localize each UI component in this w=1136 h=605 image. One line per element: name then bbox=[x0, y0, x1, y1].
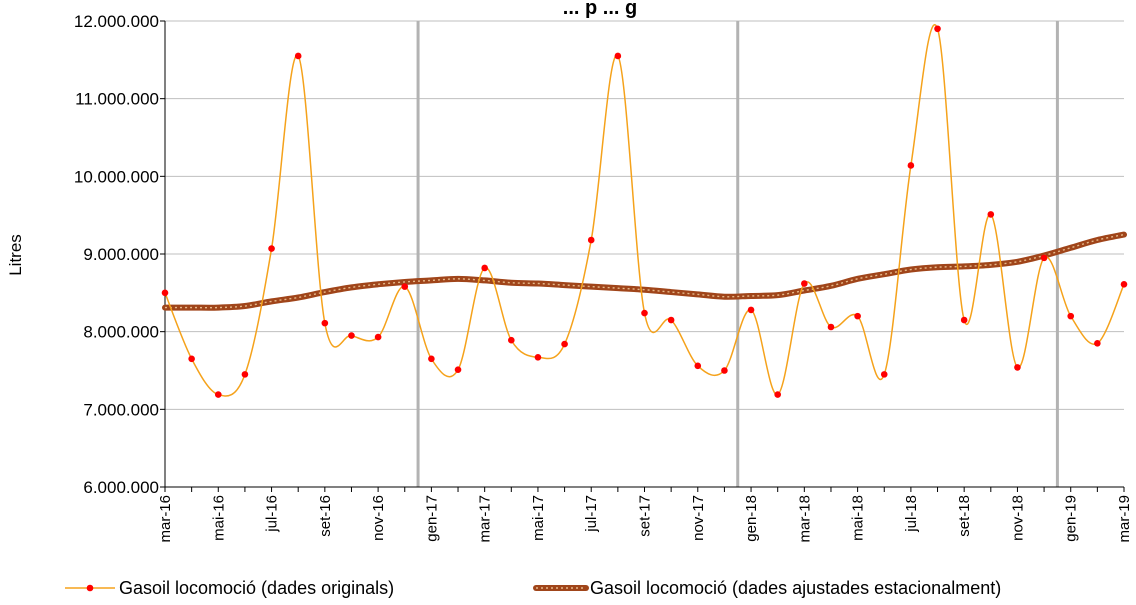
original-series-point bbox=[667, 316, 675, 324]
original-series-point bbox=[214, 391, 222, 398]
original-series-point bbox=[987, 211, 995, 218]
y-axis-label: Litres bbox=[6, 234, 25, 276]
legend-adjusted-label: Gasoil locomoció (dades ajustades estaci… bbox=[590, 578, 1001, 598]
x-tick-label: set-16 bbox=[317, 495, 334, 537]
x-tick-label: set-18 bbox=[956, 495, 973, 537]
y-tick-label: 7.000.000 bbox=[83, 400, 159, 419]
original-series-point bbox=[960, 316, 968, 324]
y-tick-label: 8.000.000 bbox=[83, 323, 159, 342]
x-tick-label: mai-16 bbox=[210, 495, 227, 541]
adjusted-series-dots bbox=[164, 233, 1125, 309]
y-axis-ticks: 6.000.000 7.000.000 8.000.000 9.000.000 10.0… bbox=[74, 12, 165, 497]
original-series-point bbox=[534, 353, 542, 361]
legend: Gasoil locomoció (dades originals) Gasoil… bbox=[65, 578, 1001, 598]
x-tick-label: set-17 bbox=[637, 495, 654, 537]
original-series-point bbox=[934, 25, 941, 33]
x-tick-label: gen-19 bbox=[1063, 495, 1080, 542]
y-tick-label: 11.000.000 bbox=[75, 90, 159, 109]
original-series-point bbox=[188, 355, 195, 363]
original-series-point bbox=[481, 264, 488, 272]
original-series-point bbox=[348, 332, 355, 339]
original-series-point bbox=[747, 306, 755, 314]
original-series-point bbox=[1094, 340, 1101, 347]
y-tick-label: 12.000.000 bbox=[74, 12, 159, 31]
original-series-point bbox=[1014, 364, 1021, 371]
original-series-point bbox=[1120, 280, 1128, 288]
x-tick-label: mar-19 bbox=[1116, 495, 1133, 543]
original-series-point bbox=[614, 52, 622, 60]
original-series-point bbox=[241, 371, 249, 378]
original-series-point bbox=[827, 323, 835, 331]
original-series-point bbox=[454, 366, 462, 374]
x-tick-label: nov-18 bbox=[1009, 495, 1026, 541]
original-series-point bbox=[268, 245, 275, 252]
original-series-point bbox=[694, 362, 702, 370]
x-axis-ticks: mar-16 mai-16 jul-16 set-16 nov-16 gen-17 mar-… bbox=[157, 487, 1133, 543]
original-series-point bbox=[1067, 312, 1075, 320]
x-tick-label: nov-16 bbox=[370, 495, 387, 541]
original-series-point bbox=[587, 236, 595, 244]
original-series-point bbox=[880, 371, 888, 378]
gridlines bbox=[165, 20, 1124, 488]
original-series-point bbox=[321, 319, 329, 327]
original-series-point bbox=[854, 312, 861, 320]
original-series-point bbox=[721, 367, 728, 374]
original-series-line bbox=[164, 24, 1125, 397]
original-series-point bbox=[508, 336, 515, 344]
original-series-point bbox=[561, 340, 568, 348]
original-series-point bbox=[641, 309, 648, 317]
series-adjusted bbox=[162, 231, 1127, 311]
original-series-point bbox=[801, 280, 808, 287]
x-tick-label: jul-18 bbox=[903, 495, 920, 533]
x-tick-label: mar-16 bbox=[157, 495, 174, 543]
x-tick-label: gen-17 bbox=[423, 495, 440, 542]
x-tick-label: nov-17 bbox=[690, 495, 707, 541]
x-tick-label: mar-18 bbox=[796, 495, 813, 543]
series-original bbox=[161, 24, 1128, 398]
x-tick-label: mar-17 bbox=[477, 495, 494, 543]
y-tick-label: 6.000.000 bbox=[83, 478, 159, 497]
original-series-point bbox=[294, 52, 302, 60]
x-tick-label: gen-18 bbox=[743, 495, 760, 542]
x-tick-label: jul-16 bbox=[264, 495, 281, 533]
y-tick-label: 10.000.000 bbox=[74, 167, 159, 186]
original-series-point bbox=[161, 289, 169, 297]
original-series-point bbox=[774, 391, 781, 398]
legend-original-marker bbox=[86, 584, 94, 592]
original-series-point bbox=[907, 162, 915, 169]
adjusted-series-line bbox=[162, 231, 1127, 311]
original-series-point bbox=[428, 355, 435, 363]
x-tick-label: jul-17 bbox=[583, 495, 600, 533]
original-series-point bbox=[401, 283, 409, 290]
legend-original-label: Gasoil locomoció (dades originals) bbox=[119, 578, 394, 598]
y-tick-label: 9.000.000 bbox=[83, 245, 159, 264]
x-tick-label: mai-17 bbox=[530, 495, 547, 541]
original-series-point bbox=[374, 333, 382, 341]
chart-title: ... p ... g bbox=[563, 0, 637, 19]
original-series-point bbox=[1040, 254, 1048, 262]
x-tick-label: mai-18 bbox=[850, 495, 867, 541]
